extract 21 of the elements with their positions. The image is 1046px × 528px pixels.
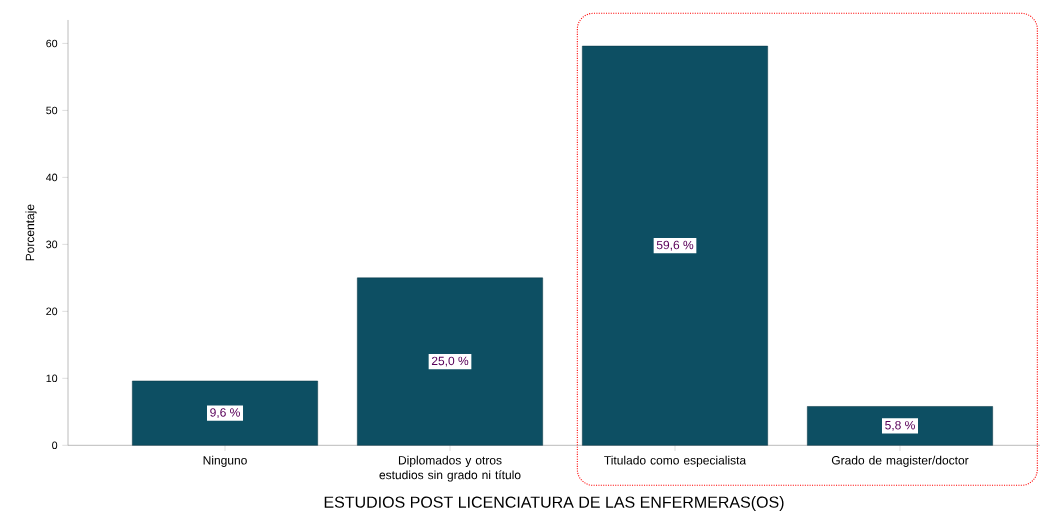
y-tick-label: 50 xyxy=(46,106,58,115)
data-label: 9,6 % xyxy=(210,408,240,419)
y-tick-label: 20 xyxy=(46,307,58,316)
x-tick-label: Diplomados y otros estudios sin grado ni título xyxy=(379,455,521,482)
y-tick-label: 30 xyxy=(46,240,58,249)
x-tick-label: Grado de magister/doctor xyxy=(831,455,969,467)
bar xyxy=(807,406,993,446)
x-tick-label: Ninguno xyxy=(203,455,247,467)
y-tick-label: 0 xyxy=(52,441,58,450)
y-tick-label: 10 xyxy=(46,374,58,383)
bar xyxy=(132,380,318,446)
x-axis-title: ESTUDIOS POST LICENCIATURA DE LAS ENFERMERAS(OS) xyxy=(324,496,784,511)
data-label: 25,0 % xyxy=(431,356,469,367)
x-tick-label: Titulado como especialista xyxy=(604,455,747,467)
bar xyxy=(357,277,543,446)
y-axis-title: Porcentaje xyxy=(25,204,37,261)
y-tick-label: 60 xyxy=(46,39,58,48)
y-tick-label: 40 xyxy=(46,173,58,182)
data-label: 59,6 % xyxy=(656,240,694,251)
data-label: 5,8 % xyxy=(885,420,915,431)
bar xyxy=(582,45,768,446)
